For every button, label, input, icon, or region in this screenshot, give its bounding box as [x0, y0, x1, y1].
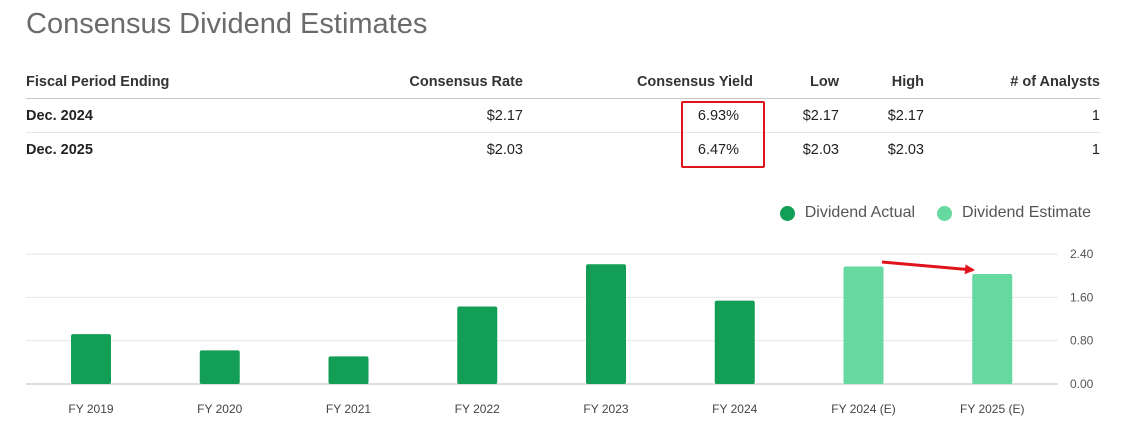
column-header-consensus-rate[interactable]: Consensus Rate — [276, 64, 523, 99]
high-cell: $2.17 — [839, 98, 924, 133]
x-tick-label: FY 2020 — [197, 402, 242, 416]
fiscal-period-cell: Dec. 2024 — [26, 98, 276, 133]
consensus-rate-cell: $2.03 — [486, 141, 523, 158]
consensus-yield-cell: 6.93% — [523, 98, 753, 133]
dividend-bar-chart: FY 2019 FY 2020 FY 2021 FY 2022 FY 2023 FY 20… — [26, 247, 1094, 416]
x-tick-label: FY 2022 — [455, 402, 500, 416]
legend-label-estimate: Dividend Estimate — [962, 204, 1091, 221]
yield-highlight-box — [681, 101, 765, 168]
legend-dot-estimate — [937, 205, 953, 221]
x-tick-label: FY 2025 (E) — [960, 402, 1024, 416]
table-row: Dec. 2024 $2.17 6.93% $2.17 $2.17 1 — [26, 98, 1100, 133]
analysts-cell: 1 — [1091, 141, 1100, 158]
bar-dividend-estimate[interactable] — [972, 274, 1013, 384]
fiscal-period-cell: Dec. 2025 — [26, 141, 93, 158]
column-header-high[interactable]: High — [839, 64, 924, 99]
low-cell: $2.17 — [753, 98, 839, 133]
column-header-analysts[interactable]: # of Analysts — [924, 64, 1100, 99]
table-header-row: Fiscal Period Ending Consensus Rate Cons… — [26, 64, 1100, 99]
column-header-low[interactable]: Low — [753, 64, 839, 99]
analysts-cell: 1 — [924, 98, 1100, 133]
column-header-consensus-yield[interactable]: Consensus Yield — [523, 64, 753, 99]
high-cell: $2.03 — [887, 141, 924, 158]
bar-dividend-actual[interactable] — [328, 356, 369, 384]
annotation-arrow — [881, 260, 975, 275]
dividend-estimates-table: Fiscal Period Ending Consensus Rate Cons… — [26, 64, 1100, 166]
legend-dot-actual — [779, 205, 795, 221]
bar-dividend-estimate[interactable] — [843, 266, 884, 384]
x-tick-label: FY 2024 (E) — [831, 402, 895, 416]
legend-item-actual[interactable]: Dividend Actual — [779, 204, 916, 222]
bar-dividend-actual[interactable] — [714, 300, 755, 384]
column-header-fiscal-period[interactable]: Fiscal Period Ending — [26, 64, 276, 99]
bar-dividend-actual[interactable] — [586, 264, 626, 384]
chart-legend: Dividend Actual Dividend Estimate — [779, 204, 1091, 222]
y-tick-label: 2.40 — [1070, 247, 1094, 261]
bar-dividend-actual[interactable] — [71, 334, 111, 384]
legend-label-actual: Dividend Actual — [804, 204, 916, 221]
consensus-rate-cell: $2.17 — [276, 98, 523, 133]
consensus-yield-cell: 6.47% — [697, 141, 739, 158]
y-tick-label: 0.80 — [1070, 334, 1094, 348]
bar-dividend-actual[interactable] — [457, 306, 498, 384]
x-tick-label: FY 2021 — [326, 402, 371, 416]
legend-item-estimate[interactable]: Dividend Estimate — [937, 204, 1091, 222]
low-cell: $2.03 — [802, 141, 839, 158]
y-tick-label: 0.00 — [1070, 377, 1094, 391]
page-title: Consensus Dividend Estimates — [26, 8, 428, 40]
bar-dividend-actual[interactable] — [199, 350, 240, 384]
x-tick-label: FY 2024 — [712, 402, 757, 416]
y-tick-label: 1.60 — [1070, 290, 1094, 304]
table-row: Dec. 2025 $2.03 6.47% $2.03 $2.03 1 — [26, 133, 1100, 167]
x-tick-label: FY 2023 — [583, 402, 628, 416]
x-tick-label: FY 2019 — [68, 402, 113, 416]
